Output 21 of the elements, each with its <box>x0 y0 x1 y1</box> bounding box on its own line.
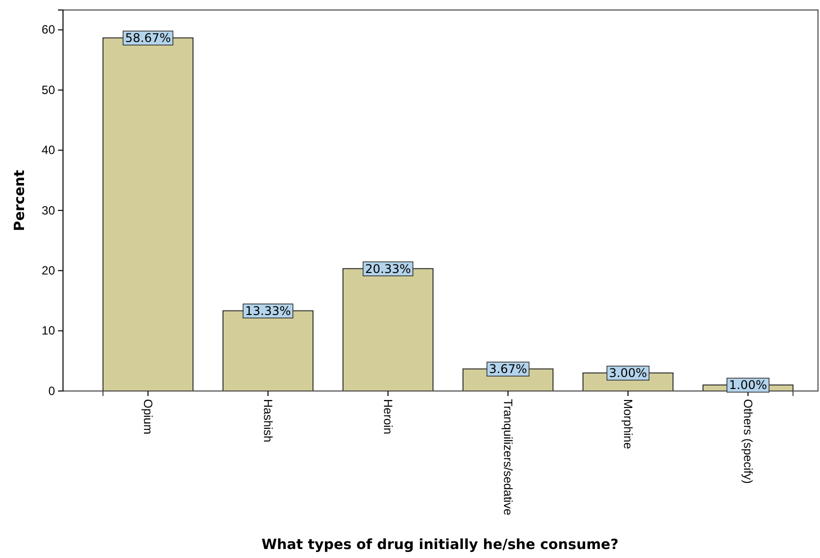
y-tick-label: 10 <box>42 324 56 338</box>
x-tick-label: Opium <box>140 399 155 434</box>
x-tick-label: Morphine <box>620 399 635 450</box>
y-tick-label: 50 <box>42 82 56 97</box>
y-tick-label: 20 <box>42 263 56 278</box>
y-tick-label: 0 <box>48 384 56 398</box>
y-tick-label: 30 <box>42 203 56 218</box>
y-tick-label: 40 <box>42 143 56 158</box>
y-axis-title: Percent <box>12 170 28 232</box>
data-label: 1.00% <box>728 378 768 392</box>
y-tick-label: 60 <box>42 22 56 37</box>
x-axis-title: What types of drug initially he/she consume? <box>261 537 619 553</box>
data-label: 20.33% <box>365 262 411 276</box>
data-label: 13.33% <box>245 304 291 318</box>
x-tick-label: Others (specify) <box>740 399 755 484</box>
data-label: 58.67% <box>125 31 171 46</box>
x-tick-label: Hashish <box>260 399 275 442</box>
x-tick-label: Tranquilizers/sedative <box>500 399 515 516</box>
data-label: 3.67% <box>488 362 528 376</box>
data-label: 3.00% <box>608 366 648 380</box>
x-tick-label: Heroin <box>380 399 395 434</box>
